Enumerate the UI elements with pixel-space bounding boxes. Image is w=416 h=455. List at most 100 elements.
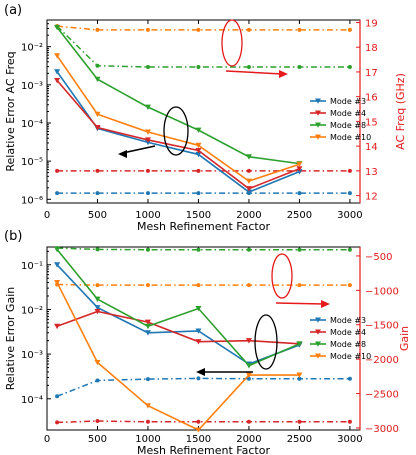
data-point-secondary [95,191,100,196]
y2-tick-label: 15 [365,117,378,128]
y2-tick-label: −500 [365,252,392,263]
data-point-secondary [196,191,201,196]
data-point-secondary [95,168,100,173]
legend-marker [315,353,321,359]
data-point [54,262,61,268]
chart-panel-1: (a) 0 500 1000 1500 2000 2500 3000 Mesh Refineme… [4,3,407,233]
plot-frame [46,246,361,431]
data-point-secondary [347,168,352,173]
data-point-secondary [347,64,352,69]
data-point-secondary [297,283,302,288]
series-line-secondary [57,283,350,286]
y-tick-label: 10⁻³ [21,350,43,361]
annotation-arrow-head-red [321,300,330,308]
data-point-secondary [347,27,352,32]
data-point [144,129,151,135]
data-point [245,363,252,369]
series-line [56,79,300,190]
data-point-secondary [347,191,352,196]
data-point [54,280,61,286]
data-point [195,148,202,154]
y2-tick-label: −2500 [365,390,399,401]
data-point [94,305,101,311]
data-point-secondary [95,27,100,32]
data-point [195,305,202,312]
data-point [94,125,101,131]
data-point-secondary [246,247,251,252]
legend-label: Mode #4 [330,328,366,337]
data-point-secondary [196,27,201,32]
series-line [56,248,300,367]
x-tick-label: 3000 [337,210,362,221]
y-tick-label: 10⁻⁶ [21,195,43,206]
legend-marker [315,98,321,104]
y-tick-label: 10⁻⁴ [21,119,43,130]
data-point [94,308,101,315]
annotation-arrow-head-red [279,70,288,78]
data-point [296,169,303,175]
annotation-arrow-head [118,150,127,158]
annotation-arrow-head [196,368,205,376]
series-line-secondary [56,25,350,68]
data-point [245,178,252,184]
y2-tick-label: −1500 [365,321,399,332]
y2-tick-label: 16 [365,93,378,104]
data-point-secondary [145,27,150,32]
panel-label: (b) [4,229,22,244]
data-point-secondary [145,377,150,382]
x-tick-label: 1000 [135,434,160,445]
data-point-secondary [95,63,100,68]
y2-tick-label: −2000 [365,355,399,366]
x-tick-label: 0 [44,434,50,445]
data-point-secondary [246,27,251,32]
data-point [245,154,252,160]
data-point-secondary [347,419,352,424]
data-point [245,372,252,378]
legend-label: Mode #8 [330,121,366,130]
data-point [54,69,61,75]
annotation-arrow-line-red [275,302,325,305]
data-point [54,246,61,253]
data-point-secondary [145,64,150,69]
data-point-secondary [145,283,150,288]
data-point [195,339,202,345]
data-point-secondary [347,283,352,288]
data-point-secondary [95,378,100,383]
data-point-secondary [246,168,251,173]
data-point-secondary [196,64,201,69]
data-point [296,341,303,347]
legend-label: Mode #3 [330,97,366,106]
data-point-secondary [95,283,100,288]
x-tick-label: 2500 [287,434,312,445]
y2-tick-label: 17 [365,68,378,79]
data-point [144,104,151,110]
data-point [54,24,61,31]
data-point [144,319,151,325]
x-tick-label: 500 [88,434,107,445]
y-tick-label: 10⁻² [21,43,43,54]
series-line [56,71,300,193]
data-point [94,359,101,366]
y2-tick-label: 12 [365,192,378,203]
x-tick-label: 3000 [337,434,362,445]
x-tick-label: 500 [88,210,107,221]
data-point-secondary [297,64,302,69]
y-axis-label: Relative Error AC Freq [4,51,17,171]
data-point [296,372,303,378]
legend: Mode #3 Mode #4 Mode #8 Mode #10 [310,316,371,361]
data-point-secondary [145,168,150,173]
panel-label: (a) [4,3,22,18]
data-point [195,142,202,149]
data-point [144,323,151,330]
data-point [144,403,151,409]
data-point [195,151,202,158]
x-tick-label: 1500 [186,210,211,221]
annotation-arrow-line [123,145,156,154]
y2-axis-label: Gain [398,326,411,351]
series-line-secondary [57,420,350,424]
data-point-secondary [145,247,150,252]
data-point-secondary [55,394,60,399]
series-line [56,26,300,165]
y-tick-label: 10⁻⁴ [21,395,43,406]
